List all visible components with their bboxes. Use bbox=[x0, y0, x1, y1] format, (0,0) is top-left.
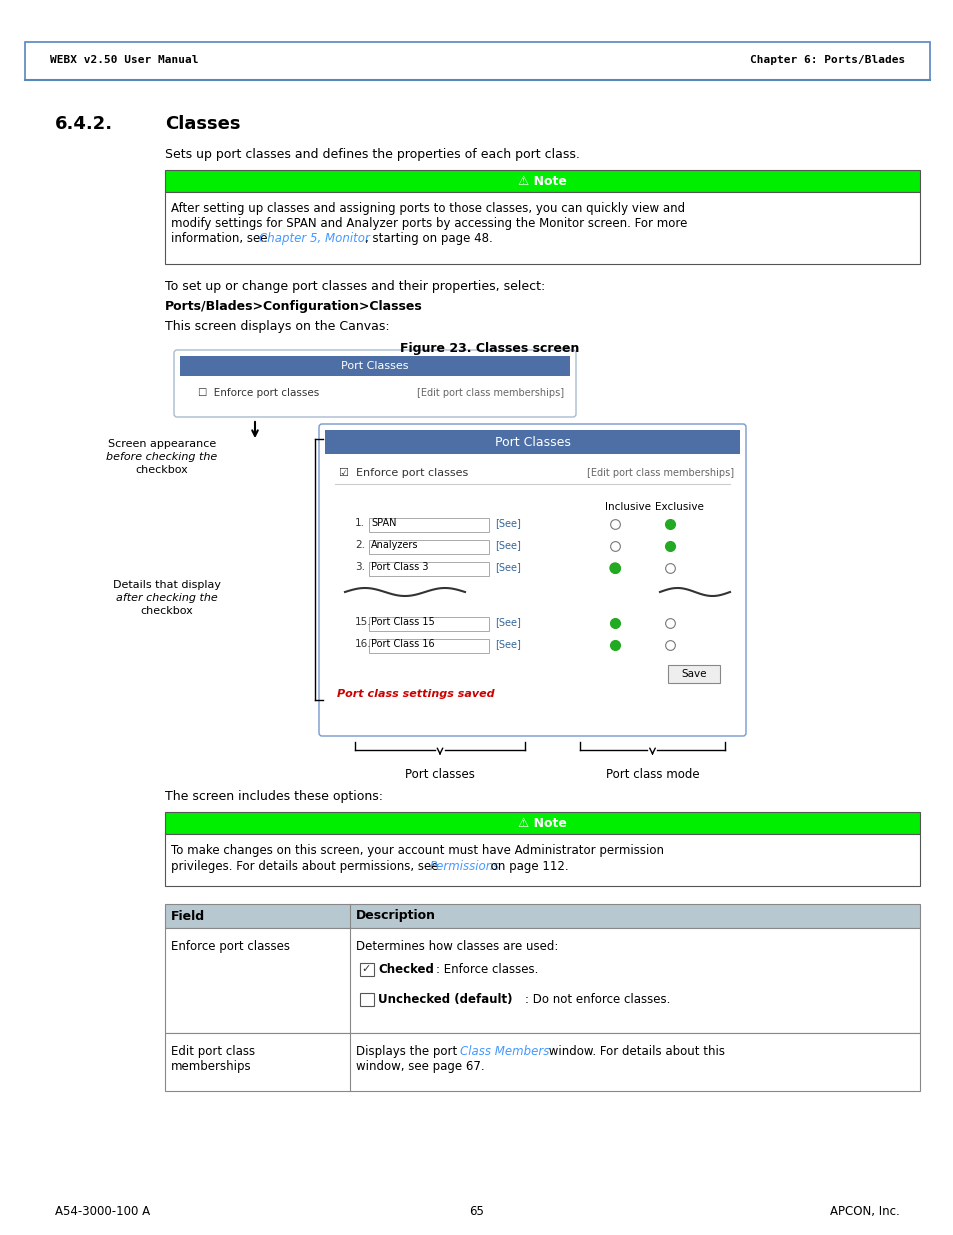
Text: 3.: 3. bbox=[355, 562, 365, 572]
Bar bbox=[325, 454, 740, 730]
Text: , starting on page 48.: , starting on page 48. bbox=[365, 232, 493, 245]
Text: [See]: [See] bbox=[495, 618, 520, 627]
Text: 6.4.2.: 6.4.2. bbox=[55, 115, 113, 133]
Text: Port Classes: Port Classes bbox=[341, 361, 408, 370]
Text: window. For details about this: window. For details about this bbox=[544, 1045, 724, 1058]
Text: Determines how classes are used:: Determines how classes are used: bbox=[355, 940, 558, 953]
Text: ⚠ Note: ⚠ Note bbox=[517, 816, 566, 830]
Text: ⚠ Note: ⚠ Note bbox=[517, 174, 566, 188]
Text: A54-3000-100 A: A54-3000-100 A bbox=[55, 1205, 150, 1218]
Text: 15.: 15. bbox=[355, 618, 372, 627]
Text: Port class settings saved: Port class settings saved bbox=[336, 689, 494, 699]
Text: checkbox: checkbox bbox=[140, 606, 193, 616]
Text: ☑  Enforce port classes: ☑ Enforce port classes bbox=[338, 468, 468, 478]
Text: modify settings for SPAN and Analyzer ports by accessing the Monitor screen. For: modify settings for SPAN and Analyzer po… bbox=[171, 217, 687, 230]
Text: [Edit port class memberships]: [Edit port class memberships] bbox=[586, 468, 733, 478]
Bar bbox=[165, 927, 919, 1032]
Text: Port class mode: Port class mode bbox=[605, 768, 699, 781]
Bar bbox=[165, 811, 919, 834]
Text: Port Classes: Port Classes bbox=[494, 436, 570, 448]
Bar bbox=[369, 638, 489, 653]
Bar bbox=[165, 1032, 919, 1091]
Bar bbox=[359, 963, 374, 976]
Text: : Enforce classes.: : Enforce classes. bbox=[436, 963, 537, 976]
Text: after checking the: after checking the bbox=[116, 593, 217, 603]
Text: Description: Description bbox=[355, 909, 436, 923]
Text: Classes: Classes bbox=[165, 115, 240, 133]
Text: Port Class 15: Port Class 15 bbox=[371, 618, 435, 627]
Text: 16.: 16. bbox=[355, 638, 372, 650]
Text: [See]: [See] bbox=[495, 517, 520, 529]
Bar bbox=[325, 430, 740, 454]
Bar bbox=[369, 540, 489, 555]
Text: WEBX v2.50 User Manual: WEBX v2.50 User Manual bbox=[50, 56, 198, 65]
Text: To make changes on this screen, your account must have Administrator permission: To make changes on this screen, your acc… bbox=[171, 844, 663, 857]
Text: 65: 65 bbox=[469, 1205, 484, 1218]
Bar bbox=[667, 664, 720, 683]
Bar bbox=[369, 562, 489, 576]
Text: information, see: information, see bbox=[171, 232, 271, 245]
Text: Unchecked (default): Unchecked (default) bbox=[377, 993, 512, 1007]
Bar bbox=[25, 42, 929, 80]
Text: Chapter 5, Monitor: Chapter 5, Monitor bbox=[258, 232, 370, 245]
Text: Enforce port classes: Enforce port classes bbox=[171, 940, 290, 953]
Text: ☐  Enforce port classes: ☐ Enforce port classes bbox=[198, 388, 319, 398]
Text: Sets up port classes and defines the properties of each port class.: Sets up port classes and defines the pro… bbox=[165, 148, 579, 161]
Text: This screen displays on the Canvas:: This screen displays on the Canvas: bbox=[165, 320, 389, 333]
Text: privileges. For details about permissions, see: privileges. For details about permission… bbox=[171, 860, 442, 873]
Text: Field: Field bbox=[171, 909, 205, 923]
Text: The screen includes these options:: The screen includes these options: bbox=[165, 790, 382, 803]
Text: Displays the port: Displays the port bbox=[355, 1045, 460, 1058]
Bar bbox=[165, 834, 919, 885]
Text: Ports/Blades>Configuration>Classes: Ports/Blades>Configuration>Classes bbox=[165, 300, 422, 312]
Text: memberships: memberships bbox=[171, 1060, 252, 1073]
Text: After setting up classes and assigning ports to those classes, you can quickly v: After setting up classes and assigning p… bbox=[171, 203, 684, 215]
Text: Exclusive: Exclusive bbox=[655, 501, 703, 513]
Bar bbox=[165, 904, 919, 927]
Bar bbox=[369, 517, 489, 532]
Text: [Edit port class memberships]: [Edit port class memberships] bbox=[416, 388, 563, 398]
Circle shape bbox=[609, 563, 619, 573]
Text: Port Class 3: Port Class 3 bbox=[371, 562, 428, 572]
Bar bbox=[359, 993, 374, 1007]
FancyBboxPatch shape bbox=[173, 350, 576, 417]
Text: on page 112.: on page 112. bbox=[486, 860, 568, 873]
Text: SPAN: SPAN bbox=[371, 517, 396, 529]
Bar bbox=[180, 375, 569, 411]
Text: window, see page 67.: window, see page 67. bbox=[355, 1060, 484, 1073]
FancyBboxPatch shape bbox=[318, 424, 745, 736]
Text: Class Members: Class Members bbox=[459, 1045, 549, 1058]
Text: Chapter 6: Ports/Blades: Chapter 6: Ports/Blades bbox=[749, 56, 904, 65]
Text: 1.: 1. bbox=[355, 517, 365, 529]
Text: Analyzers: Analyzers bbox=[371, 540, 418, 550]
Text: before checking the: before checking the bbox=[107, 452, 217, 462]
Text: Checked: Checked bbox=[377, 963, 434, 976]
Bar bbox=[165, 191, 919, 264]
Text: Screen appearance: Screen appearance bbox=[108, 438, 216, 450]
Text: Figure 23. Classes screen: Figure 23. Classes screen bbox=[400, 342, 579, 354]
Text: Port Class 16: Port Class 16 bbox=[371, 638, 435, 650]
Text: [See]: [See] bbox=[495, 638, 520, 650]
Text: ✓: ✓ bbox=[360, 965, 370, 974]
Text: APCON, Inc.: APCON, Inc. bbox=[829, 1205, 899, 1218]
Text: Edit port class: Edit port class bbox=[171, 1045, 254, 1058]
Text: Permissions: Permissions bbox=[430, 860, 500, 873]
Text: To set up or change port classes and their properties, select:: To set up or change port classes and the… bbox=[165, 280, 545, 293]
Text: Details that display: Details that display bbox=[112, 580, 221, 590]
Bar bbox=[369, 618, 489, 631]
Bar bbox=[180, 356, 569, 375]
Text: [See]: [See] bbox=[495, 540, 520, 550]
Bar bbox=[165, 170, 919, 191]
Text: Save: Save bbox=[680, 669, 706, 679]
Text: checkbox: checkbox bbox=[135, 466, 188, 475]
Text: Port classes: Port classes bbox=[405, 768, 475, 781]
Text: : Do not enforce classes.: : Do not enforce classes. bbox=[524, 993, 670, 1007]
Text: 2.: 2. bbox=[355, 540, 365, 550]
Text: Inclusive: Inclusive bbox=[604, 501, 650, 513]
Text: [See]: [See] bbox=[495, 562, 520, 572]
